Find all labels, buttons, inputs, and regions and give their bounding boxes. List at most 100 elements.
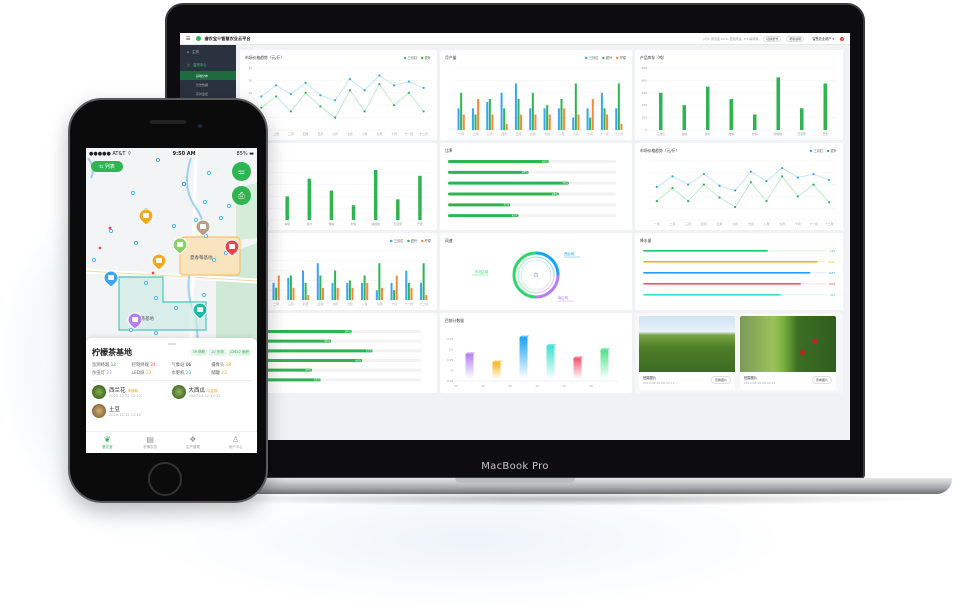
tab-production[interactable]: ❖ 生产管理 xyxy=(172,432,215,453)
view-photo-button[interactable]: 查看图片 xyxy=(811,376,832,384)
data-point xyxy=(422,110,425,113)
list-button[interactable]: ⇆ 列表 xyxy=(91,161,123,172)
x-tick-label: 12 xyxy=(535,384,539,388)
tab-user[interactable]: ♙ 用户中心 xyxy=(214,432,257,453)
x-tick-label: 十二月 xyxy=(419,132,428,136)
progress-value: 72% xyxy=(366,349,372,353)
bar xyxy=(351,287,354,300)
app-header: ☰ 睿农宝®智慧农业云平台 户外, 研究区 20.6, 西南风速, 3/1 晴转… xyxy=(180,33,850,45)
stat-label: 杀虫灯 xyxy=(92,370,105,376)
legend-swatch xyxy=(827,149,830,153)
pie-segment xyxy=(535,274,560,299)
x-tick-label: 三月红 xyxy=(657,132,666,136)
progress-fill xyxy=(643,294,781,296)
progress-fill xyxy=(448,181,569,185)
bar xyxy=(418,175,422,220)
map[interactable]: 夏春莓基地 蓝莓基地 xyxy=(86,148,257,343)
x-tick-label: 芒果 xyxy=(822,132,828,136)
x-tick-label: 六月 xyxy=(732,222,738,226)
home-button[interactable] xyxy=(148,462,182,496)
data-point xyxy=(275,84,278,87)
photo-card[interactable]: 拍摄图片 2019.08.26 08:00:11 查看图片 xyxy=(740,316,836,390)
user-menu[interactable]: 智慧农业用户 ▾ xyxy=(812,37,835,41)
crop-item[interactable]: 大西瓜 幼苗期 2020.12.12 12:12 xyxy=(171,384,252,399)
sidebar-subitem-live[interactable]: 实时监控 xyxy=(196,91,209,96)
pie-segment xyxy=(520,259,537,291)
data-point xyxy=(734,189,737,192)
device-stats: 监测终端 12 控制终端 24 气象站 06 摄像头 38 杀虫灯 23 LED屏 23 水… xyxy=(92,362,251,381)
bar xyxy=(600,92,603,130)
help-button[interactable]: 帮助说明 xyxy=(786,35,805,42)
poi-icon xyxy=(108,228,114,234)
y-tick-label: 0.75 xyxy=(447,337,453,341)
yield-panel: 月产量 柠檬 夏叶 三月红 一月 二月 三月 四月 五月 六月 七月 八月 九月 十月 十一月 十二月 xyxy=(440,50,632,140)
crop-date: 2020.12.12 12:12 xyxy=(188,393,221,398)
x-tick-label: 二月 xyxy=(670,222,676,226)
sprout-icon: ❦ xyxy=(104,434,111,444)
bar xyxy=(706,86,710,130)
pie-segment xyxy=(535,256,555,276)
menu-icon[interactable]: ☰ xyxy=(186,35,191,42)
pie-segment xyxy=(535,251,560,276)
sidebar-subitem-distribution[interactable]: 基地分布 xyxy=(180,71,236,80)
bar xyxy=(457,108,460,130)
x-tick-label: 十月 xyxy=(391,302,397,306)
bar xyxy=(307,295,310,300)
notification-badge[interactable]: 1 xyxy=(840,36,844,41)
stat-value: 38 xyxy=(225,362,231,368)
x-tick-label: 十二月 xyxy=(825,222,834,226)
x-tick-label: 八月 xyxy=(559,132,565,136)
progress-value: 66% xyxy=(355,358,361,362)
crop-list: 西兰花 采摘期 2020.12.12 12:12 大西瓜 幼苗期 2020.12.12 1… xyxy=(92,384,252,418)
data-point xyxy=(671,187,674,190)
x-tick-label: 00 xyxy=(454,384,458,388)
progress-value: 42% xyxy=(314,378,320,382)
x-tick-label: 无花果 xyxy=(798,132,807,136)
price-trend-panel: 市场价格趋势（元/斤）夏叶三月红0510152025一月二月三月四月五月六月七月… xyxy=(240,50,437,140)
legend-swatch xyxy=(390,239,393,243)
stat-item: 气象站 06 xyxy=(172,362,212,368)
x-tick-label: 三月 xyxy=(288,132,294,136)
stat-item: 摄像头 38 xyxy=(211,362,251,368)
x-tick-label: 猕猴桃 xyxy=(774,132,783,136)
progress-value: 72% xyxy=(562,181,568,185)
y-tick-label: 25 xyxy=(248,66,252,70)
view-photo-button[interactable]: 查看图片 xyxy=(710,376,731,384)
sidebar-subitem-history[interactable]: 历史数据 xyxy=(196,82,209,87)
crop-date: 2020.12.12 12:12 xyxy=(109,412,142,417)
wind-turbine-icon: ⚙ xyxy=(533,272,538,279)
ratio-chart: 比率 60% 48% 72% 66% 37% 42% xyxy=(445,148,616,217)
x-tick-label: 三月 xyxy=(685,222,691,226)
drag-handle[interactable] xyxy=(167,343,176,345)
price-trend-panel-2: 市场价格趋势（元/斤） 夏叶 三月红 一月 二月 三月 四月 五月 六月 七月 八月 九月 十月 十一月 十… xyxy=(635,143,843,230)
legend-swatch xyxy=(616,56,619,60)
poi-icon xyxy=(143,280,149,286)
base-info-card: 柠檬茶基地 39 物联 10 作物 22622 面积 监测终端 12 控制终端 2… xyxy=(86,338,257,431)
filter-button[interactable]: ⚌ xyxy=(232,162,251,181)
x-tick-label: 五月 xyxy=(516,132,522,136)
counter-chart: 目前计数量 -0.25 0 0.25 0.5 0.75 00 04 08 12 16 20 xyxy=(445,318,618,388)
bar xyxy=(606,114,609,130)
tab-home[interactable]: ❦ 看农宝 xyxy=(86,432,129,453)
bar xyxy=(823,83,827,130)
sidebar-item-monitor[interactable]: ◎ 监测中心 xyxy=(180,58,236,71)
sidebar-item-home[interactable]: ⌂ 主页 xyxy=(180,45,236,58)
y-tick-label: -0.25 xyxy=(446,379,453,383)
base-name: 柠檬茶基地 xyxy=(92,347,132,357)
device-button[interactable]: ⎙ xyxy=(232,186,251,205)
laptop-base xyxy=(158,478,952,494)
crop-item[interactable]: 土豆 2020.12.12 12:12 xyxy=(92,403,172,418)
x-tick-label: 一月 xyxy=(458,132,464,136)
poi-icon xyxy=(133,240,139,246)
bar xyxy=(492,362,501,379)
logo-icon xyxy=(196,36,202,41)
photo-card[interactable]: 拍摄图片 2019.08.26 08:00:11 查看图片 xyxy=(639,316,735,390)
series-line xyxy=(261,74,424,101)
tab-knowledge[interactable]: ▤ 农情农技 xyxy=(129,432,172,453)
crop-item[interactable]: 西兰花 采摘期 2020.12.12 12:12 xyxy=(92,384,172,399)
switch-account-button[interactable]: 切换账号 xyxy=(763,35,782,42)
bar xyxy=(477,99,480,130)
bar xyxy=(277,275,280,300)
progress-value: 37% xyxy=(503,203,509,207)
